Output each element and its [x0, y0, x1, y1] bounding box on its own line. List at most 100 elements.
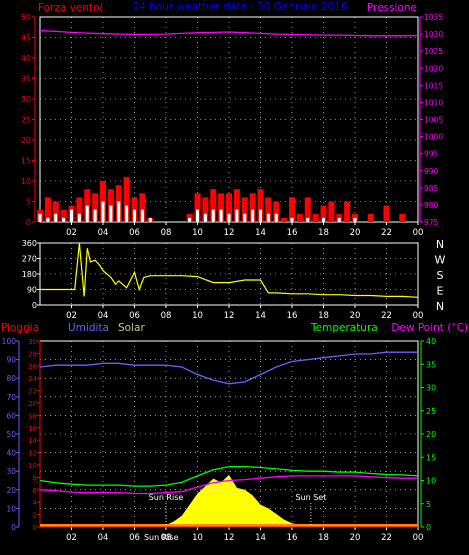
humidity-axis-tick-label: 10 [6, 504, 16, 513]
wind-bar [367, 213, 374, 222]
wind-bar [241, 197, 248, 222]
gust-bar [243, 213, 247, 222]
temperature-axis-tick-label: 25 [426, 407, 436, 416]
gust-bar [109, 205, 113, 222]
direction-axis-tick-label: 360 [22, 239, 37, 248]
gust-bar [353, 217, 357, 222]
bot-xtick-label: 04 [98, 533, 109, 543]
mid-xtick-label: 04 [98, 311, 109, 321]
gust-bar [274, 213, 278, 222]
wind-axis-tick-label: 15 [21, 157, 31, 166]
wind-bar [123, 176, 130, 222]
temperature-axis-tick-label: 30 [426, 384, 436, 393]
rain-axis-tick-label: 12 [28, 450, 37, 458]
mid-xtick-label: 20 [350, 311, 361, 321]
gust-bar [62, 217, 66, 222]
temperature-axis-tick-label: 15 [426, 453, 436, 462]
rain-axis-tick-label: 2 [33, 512, 37, 520]
humidity-axis-tick-label: 30 [6, 467, 16, 476]
sun-marker-label: Sun Set [295, 493, 326, 502]
gust-bar [259, 209, 262, 222]
pressure-axis-tick-label: 1015 [424, 81, 443, 90]
humidity-label: Umidita [68, 322, 109, 334]
mid-xtick-label: 10 [192, 311, 203, 321]
gust-bar [125, 205, 129, 222]
top-xtick-label: 04 [98, 228, 109, 238]
direction-axis-tick-label: 0 [32, 301, 37, 310]
gust-bar [251, 209, 255, 222]
gust-bar [38, 213, 42, 222]
temperature-axis-tick-label: 5 [426, 500, 431, 509]
wind-axis-tick-label: 45 [21, 34, 31, 43]
dewpoint-line [39, 475, 418, 495]
rain-axis-tick-label: 20 [28, 400, 37, 408]
pressure-line [39, 30, 419, 37]
wind-bar [383, 205, 390, 222]
temperature-axis-tick-label: 0 [426, 523, 431, 532]
direction-axis-tick-label: 180 [22, 270, 37, 279]
pressure-axis-tick-label: 985 [424, 184, 439, 193]
wind-bar [320, 205, 327, 222]
wind-axis-tick-label: 25 [21, 116, 31, 125]
bot-xtick-label: 10 [192, 533, 203, 543]
gust-bar [227, 213, 231, 222]
temperature-axis-tick-label: 20 [426, 430, 436, 439]
wind-bar [76, 197, 83, 222]
sun-marker-label: Sun Rise [144, 533, 179, 542]
dewpoint-label: Dew Point (°C) [391, 322, 468, 334]
pressure-axis-tick-label: 990 [424, 167, 439, 176]
compass-label: W [435, 254, 446, 267]
top-xtick-label: 02 [66, 228, 77, 238]
top-xtick-label: 06 [129, 228, 140, 238]
humidity-line [39, 351, 418, 385]
gust-bar [148, 217, 152, 222]
chart-title: 24 hour weather data - 30 Gennaio 2016 [132, 1, 347, 13]
humidity-axis-tick-label: 80 [6, 374, 16, 383]
top-xtick-label: 20 [350, 228, 361, 238]
bot-xtick-label: 22 [381, 533, 392, 543]
wind-pressure-chart: 02 04 06 08 10 12 14 16 18 20 22 000510152025303540… [21, 13, 444, 238]
compass-label: E [437, 285, 444, 298]
rain-axis-tick-label: 28 [28, 350, 37, 358]
wind-bar [139, 193, 146, 222]
temperature-axis-tick-label: 35 [426, 360, 436, 369]
top-xtick-label: 16 [287, 228, 298, 238]
temperature-axis-tick-label: 10 [426, 477, 436, 486]
bot-xtick-label: 02 [66, 533, 77, 543]
compass-label: N [436, 238, 444, 251]
gust-bar [93, 209, 97, 222]
gust-bar [290, 217, 294, 222]
top-xtick-label: 00 [413, 228, 424, 238]
top-xtick-label: 12 [224, 228, 235, 238]
wind-label: Forza vento( [38, 2, 104, 14]
wind-axis-tick-label: 10 [21, 177, 31, 186]
bot-xtick-label: 14 [255, 533, 266, 543]
gust-bar [203, 213, 207, 222]
rain-axis-tick-label: 22 [28, 388, 37, 396]
rain-axis-tick-label: 10 [28, 462, 37, 470]
mid-xtick-label: 16 [287, 311, 298, 321]
humidity-axis-tick-label: 60 [6, 411, 16, 420]
wind-axis-tick-label: 40 [21, 54, 31, 63]
gust-bar [219, 209, 223, 222]
wind-bar [257, 189, 264, 222]
wind-bar [399, 213, 406, 222]
wind-bar [60, 209, 67, 222]
mid-xtick-label: 18 [318, 311, 329, 321]
rain-baseline [40, 524, 418, 527]
mid-xtick-label: 00 [413, 311, 424, 321]
gust-bar [133, 209, 136, 222]
temp-humidity-chart: 02 04 06 08 10 12 14 16 18 20 22 000102030405060708… [2, 337, 437, 543]
wind-bar [92, 193, 99, 222]
gust-bar [46, 217, 50, 222]
direction-axis-tick-label: 270 [22, 255, 37, 264]
mid-xtick-label: 02 [66, 311, 77, 321]
rain-axis-tick-label: 4 [33, 499, 38, 507]
top-xtick-label: 18 [318, 228, 329, 238]
rain-axis-tick-label: 24 [28, 375, 37, 383]
wind-axis-tick-label: 20 [21, 136, 31, 145]
gust-bar [235, 209, 239, 222]
mid-xtick-label: 06 [129, 311, 140, 321]
temperature-label: Temperatura [310, 322, 378, 334]
